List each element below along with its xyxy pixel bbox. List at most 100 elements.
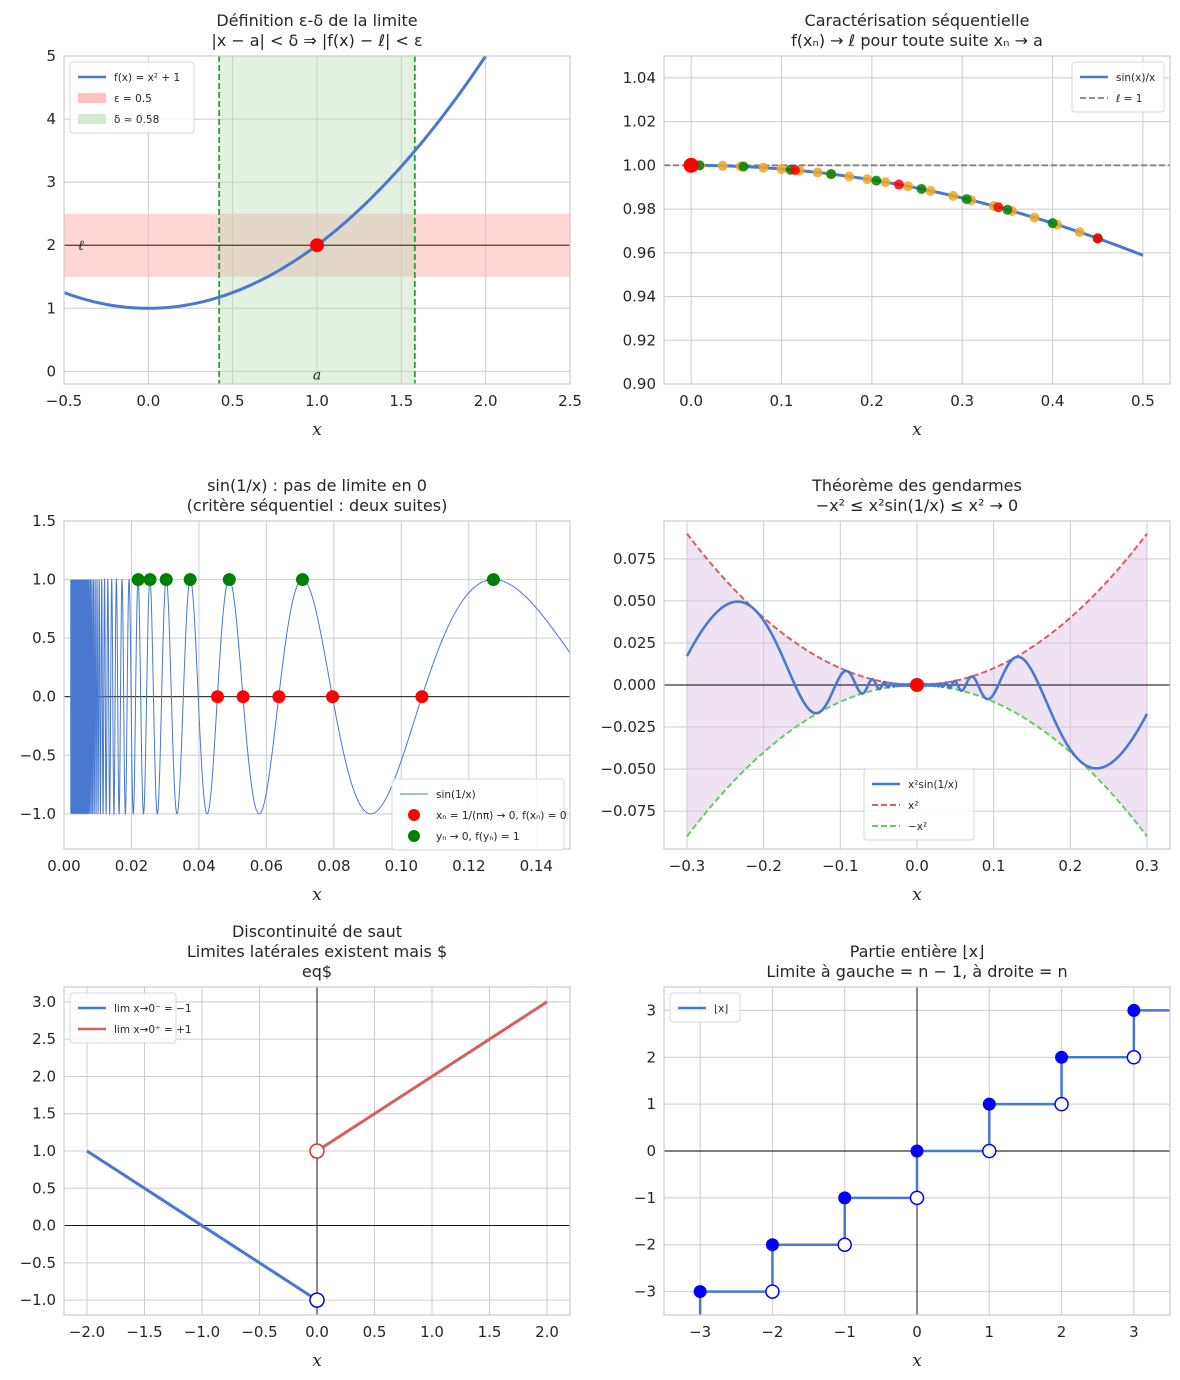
sequence-point	[948, 190, 959, 201]
x-tick-label: 0.3	[1135, 857, 1159, 875]
x-tick-label: 0.0	[136, 392, 160, 410]
y-tick-label: 3.0	[32, 993, 56, 1011]
open-point	[309, 1143, 325, 1159]
y-tick-label: 3	[646, 1001, 656, 1019]
y-tick-label: 0.5	[32, 1179, 56, 1197]
y-tick-label: 0.5	[32, 629, 56, 647]
x-tick-label: 0.08	[317, 857, 350, 875]
legend-label: lim x→0⁻ = −1	[114, 1003, 192, 1015]
x-tick-label: 0.5	[1131, 392, 1155, 410]
legend-label: xₙ = 1/(nπ) → 0, f(xₙ) = 0	[436, 810, 567, 822]
x-tick-label: 2.0	[535, 1323, 559, 1341]
x-tick-label: 0.4	[1041, 392, 1065, 410]
closed-point	[838, 1191, 852, 1205]
legend: f(x) = x² + 1 ε = 0.5 δ ≈ 0.58	[69, 61, 195, 134]
plot-frame	[663, 986, 1171, 1316]
chart-title: Discontinuité de saut	[232, 922, 402, 941]
plot-frame	[63, 55, 571, 385]
sequence-point	[812, 167, 823, 178]
legend-label: f(x) = x² + 1	[114, 72, 180, 84]
x-tick-label: −3	[689, 1323, 711, 1341]
sequence-y-point	[222, 573, 236, 587]
sequence-point	[844, 171, 855, 182]
x-tick-label: 2	[1057, 1323, 1067, 1341]
legend-swatch	[408, 830, 420, 842]
y-tick-label: 0.0	[32, 1217, 56, 1235]
sequence-y-point	[295, 573, 309, 587]
y-tick-label: 0.025	[613, 634, 656, 652]
plot-area	[664, 157, 1170, 257]
y-tick-label: 0.0	[32, 688, 56, 706]
sequence-y-point	[183, 573, 197, 587]
sequence-point	[871, 175, 882, 186]
sequence-point	[916, 183, 927, 194]
x-tick-label: 0	[912, 1323, 922, 1341]
x-tick-label: 0.02	[115, 857, 148, 875]
y-tick-label: 1.04	[623, 69, 656, 87]
annotation-ell: ℓ	[78, 238, 84, 254]
x-tick-label: −1	[834, 1323, 856, 1341]
sequence-point	[717, 160, 728, 171]
chart-title: Caractérisation séquentielle	[805, 11, 1030, 30]
chart-title: f(xₙ) → ℓ pour toute suite xₙ → a	[791, 31, 1043, 50]
legend-label: yₙ → 0, f(yₙ) = 1	[436, 831, 520, 843]
plot-frame	[63, 986, 571, 1316]
y-tick-label: −1.0	[20, 1291, 56, 1309]
chart-title: Partie entière ⌊x⌋	[850, 942, 985, 961]
chart-1: −0.5 0.0 0.5 1.0 1.5 2.0 2.5012345ℓaDéfinition…	[46, 11, 582, 440]
y-tick-label: 0.90	[623, 375, 656, 393]
x-axis-label: x	[912, 420, 922, 440]
x-tick-label: 0.3	[950, 392, 974, 410]
sequence-point	[993, 202, 1004, 213]
chart-2: 0.0 0.1 0.2 0.3 0.4 0.5 0.90 0.92 0.94 0.96 0.98 1.…	[623, 11, 1171, 440]
sequence-y-point	[486, 573, 500, 587]
closed-point	[982, 1097, 996, 1111]
x-tick-label: 0.0	[305, 1323, 329, 1341]
sequence-x-point	[326, 690, 340, 704]
series-side-1	[86, 1149, 318, 1302]
y-tick-label: 1.0	[32, 571, 56, 589]
y-tick-label: 0.94	[623, 288, 656, 306]
series-side-2	[316, 1000, 548, 1153]
chart-title: sin(1/x) : pas de limite en 0	[207, 476, 427, 495]
x-tick-label: −0.1	[822, 857, 858, 875]
plot-area	[664, 987, 1170, 1315]
series-upper-bound	[686, 533, 1148, 687]
closed-point	[765, 1238, 779, 1252]
y-tick-label: 0.98	[623, 200, 656, 218]
x-tick-label: 0.0	[905, 857, 929, 875]
legend-swatch	[78, 93, 106, 103]
x-tick-label: −0.5	[241, 1323, 277, 1341]
closed-point	[1055, 1050, 1069, 1064]
sequence-point	[1074, 227, 1085, 238]
closed-point	[1127, 1003, 1141, 1017]
y-tick-label: 4	[46, 110, 56, 128]
annotation-a: a	[313, 368, 321, 384]
y-tick-label: 0	[46, 362, 56, 380]
sequence-point	[790, 165, 801, 176]
sequence-point	[776, 163, 787, 174]
plot-area: ℓa	[64, 56, 570, 384]
limit-point	[910, 678, 924, 692]
x-tick-label: 0.2	[860, 392, 884, 410]
legend-frame	[1071, 61, 1165, 113]
chart-3: 0.00 0.02 0.04 0.06 0.08 0.10 0.12 0.14 −1.0 −0.5…	[20, 476, 571, 905]
x-tick-label: 0.06	[250, 857, 283, 875]
legend-label: x²	[908, 800, 918, 812]
sequence-point	[902, 181, 913, 192]
plot-frame	[663, 55, 1171, 385]
chart-title: Limite à gauche = n − 1, à droite = n	[766, 962, 1067, 981]
x-axis-label: x	[312, 1351, 322, 1371]
legend-label: ℓ = 1	[1115, 93, 1143, 105]
sequence-x-point	[415, 690, 429, 704]
x-tick-label: 0.1	[982, 857, 1006, 875]
sequence-y-point	[131, 573, 145, 587]
y-tick-label: 0.000	[613, 676, 656, 694]
y-tick-label: 3	[46, 173, 56, 191]
legend-label: −x²	[908, 821, 927, 833]
sequence-x-point	[236, 690, 250, 704]
sequence-point	[862, 174, 873, 185]
y-tick-label: 1.0	[32, 1142, 56, 1160]
sequence-point	[880, 177, 891, 188]
